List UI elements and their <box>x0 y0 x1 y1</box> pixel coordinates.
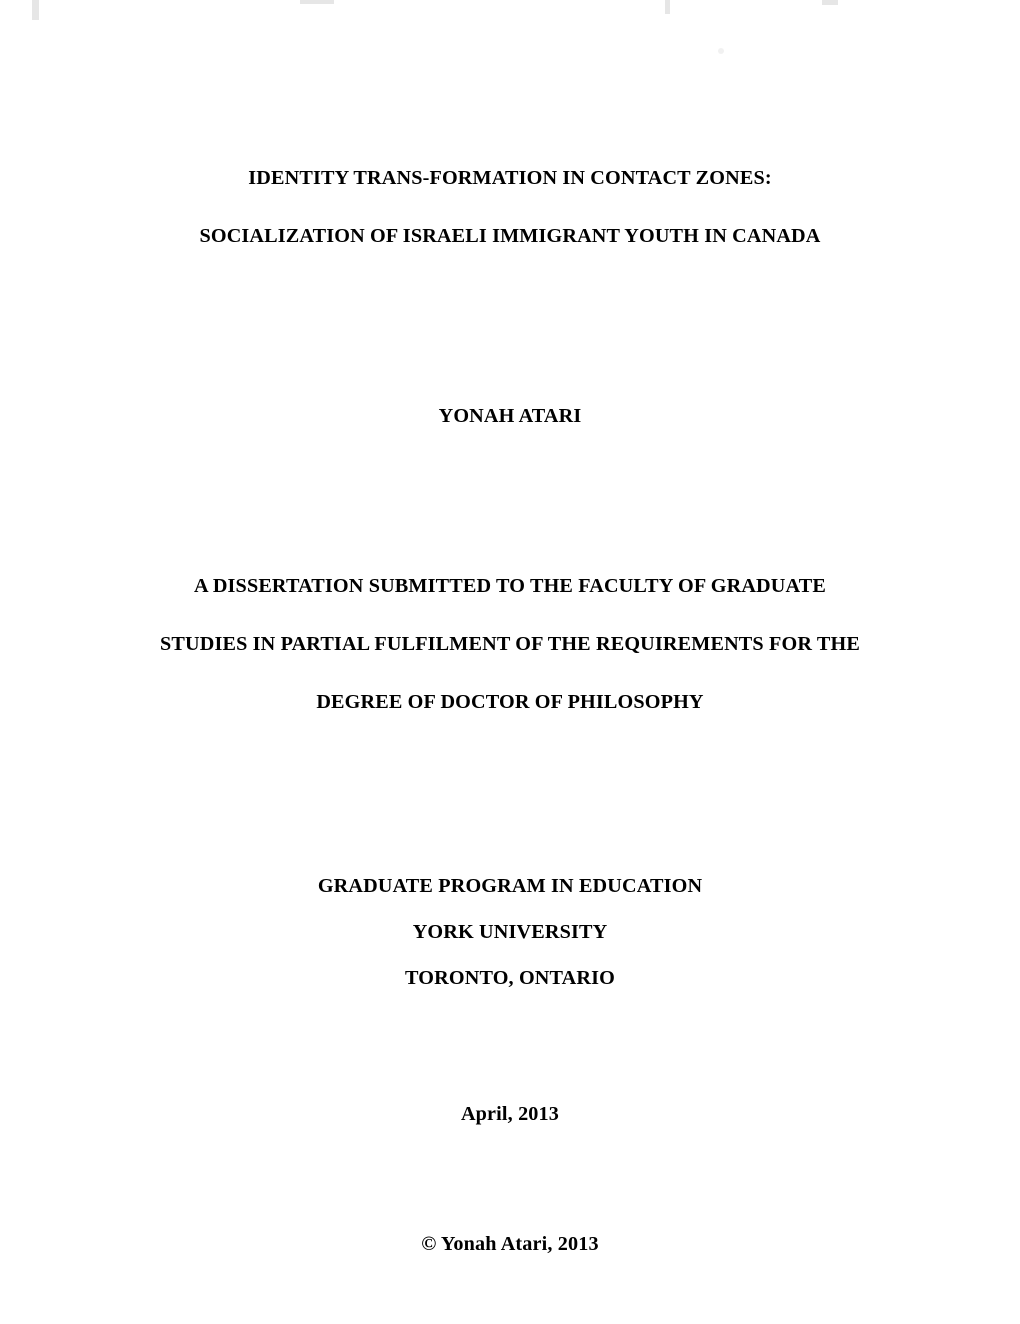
scan-artifact <box>718 48 724 54</box>
dissertation-statement: A DISSERTATION SUBMITTED TO THE FACULTY … <box>135 576 885 713</box>
author-name: YONAH ATARI <box>135 406 885 426</box>
program-info: GRADUATE PROGRAM IN EDUCATION YORK UNIVE… <box>135 876 885 989</box>
dissertation-line-1: A DISSERTATION SUBMITTED TO THE FACULTY … <box>135 576 885 596</box>
program-name: GRADUATE PROGRAM IN EDUCATION <box>135 876 885 896</box>
university-name: YORK UNIVERSITY <box>135 922 885 942</box>
scan-artifact <box>665 0 670 14</box>
scan-artifact <box>822 0 838 5</box>
title-line-2: SOCIALIZATION OF ISRAELI IMMIGRANT YOUTH… <box>135 226 885 246</box>
title-line-1: IDENTITY TRANS-FORMATION IN CONTACT ZONE… <box>135 168 885 188</box>
date-text: April, 2013 <box>135 1104 885 1124</box>
copyright-notice: © Yonah Atari, 2013 <box>135 1234 885 1254</box>
location: TORONTO, ONTARIO <box>135 968 885 988</box>
submission-date: April, 2013 <box>135 1104 885 1124</box>
dissertation-title: IDENTITY TRANS-FORMATION IN CONTACT ZONE… <box>135 168 885 246</box>
dissertation-line-2: STUDIES IN PARTIAL FULFILMENT OF THE REQ… <box>135 634 885 654</box>
scan-artifact <box>300 0 334 4</box>
author-text: YONAH ATARI <box>135 406 885 426</box>
title-page: IDENTITY TRANS-FORMATION IN CONTACT ZONE… <box>0 0 1020 1324</box>
copyright-text: © Yonah Atari, 2013 <box>135 1234 885 1254</box>
scan-artifact <box>32 0 39 20</box>
dissertation-line-3: DEGREE OF DOCTOR OF PHILOSOPHY <box>135 692 885 712</box>
